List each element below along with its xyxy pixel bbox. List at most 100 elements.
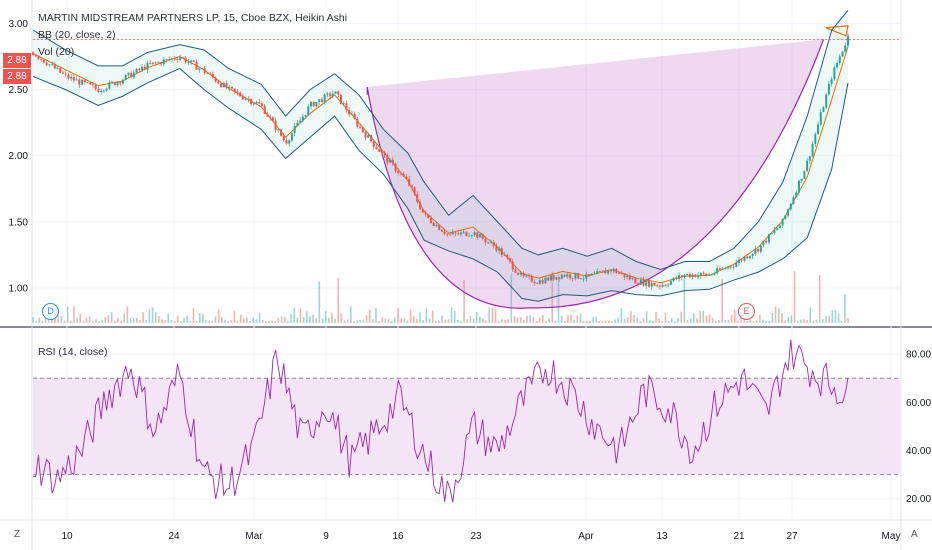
candle-body (440, 229, 443, 232)
candle-body (582, 278, 585, 280)
candle (113, 81, 116, 86)
volume-bar (589, 320, 591, 323)
candle (672, 277, 675, 283)
candle (135, 68, 138, 74)
volume-bar (359, 320, 362, 323)
candle-body (113, 81, 116, 85)
volume-bar (598, 320, 601, 323)
candle-body (732, 266, 735, 268)
candle (179, 54, 182, 62)
candle (397, 168, 400, 176)
volume-indicator-label[interactable]: Vol (20) (38, 46, 75, 58)
candle (225, 80, 228, 90)
volume-bar (274, 320, 277, 323)
volume-bar (230, 320, 233, 323)
candle-body (184, 57, 187, 63)
candle (195, 59, 198, 70)
candle-body (664, 284, 667, 286)
candle-body (438, 225, 441, 230)
candle-body (481, 234, 484, 239)
candle (70, 73, 73, 81)
candle-body (176, 59, 179, 61)
candle (571, 277, 574, 282)
volume-bar (759, 315, 761, 323)
earnings-badge[interactable]: E (738, 303, 755, 320)
volume-bar (236, 320, 239, 323)
candle (645, 278, 648, 289)
volume-bar (485, 320, 487, 323)
volume-bar (186, 315, 188, 323)
volume-bar (781, 313, 783, 323)
candle (296, 120, 299, 127)
candle (116, 81, 119, 87)
candle-body (672, 277, 675, 281)
volume-bar (608, 320, 610, 323)
rsi-indicator-label[interactable]: RSI (14, close) (38, 346, 108, 358)
volume-bar (529, 315, 531, 323)
auto-scale-button[interactable]: A (911, 529, 918, 540)
volume-bar (693, 313, 695, 323)
candle-body (236, 91, 239, 93)
candle (75, 76, 78, 81)
volume-bar (799, 319, 802, 323)
candle (230, 86, 233, 91)
candle-body (470, 235, 473, 236)
volume-bar (746, 320, 749, 323)
candle (32, 51, 34, 56)
candle-body (571, 278, 574, 279)
volume-bar (532, 317, 535, 323)
candle-body (707, 274, 710, 276)
candle (847, 33, 849, 49)
candle (277, 128, 280, 133)
candle (146, 60, 149, 73)
candle-body (151, 62, 154, 64)
candle (579, 277, 582, 280)
volume-bar (677, 318, 679, 323)
volume-bar (422, 320, 424, 323)
candle (102, 89, 105, 93)
candle-body (836, 63, 839, 68)
bb-indicator-label[interactable]: BB (20, close, 2) (38, 29, 116, 41)
timezone-button[interactable]: Z (14, 529, 21, 540)
rsi-tick-label: 60.00 (906, 398, 931, 409)
candle-body (211, 73, 214, 78)
candle-body (72, 76, 75, 81)
candle (522, 270, 525, 279)
candle (596, 268, 599, 274)
rsi-line (32, 339, 849, 503)
candle-body (746, 256, 749, 259)
candle-body (487, 242, 490, 244)
volume-bar (38, 317, 41, 323)
candle (443, 228, 446, 236)
candle (429, 215, 432, 224)
candle (691, 272, 694, 280)
candle (424, 210, 427, 217)
candle (361, 127, 364, 134)
candle (626, 273, 629, 280)
candle-body (833, 67, 836, 80)
candle (618, 272, 621, 274)
candle (800, 178, 803, 184)
candle-body (252, 103, 255, 105)
candle (844, 42, 847, 53)
volume-bar (66, 306, 69, 323)
candle-body (135, 68, 138, 73)
volume-bar (346, 319, 349, 323)
volume-bar (189, 320, 192, 323)
candle (658, 284, 661, 290)
candle (141, 64, 144, 73)
volume-bar (586, 320, 588, 323)
candle-body (547, 277, 550, 281)
candle-body (797, 180, 800, 193)
candle (836, 60, 839, 70)
candle-body (770, 232, 773, 235)
candle (89, 82, 92, 85)
dividend-badge[interactable]: D (42, 303, 59, 320)
candle (59, 67, 62, 74)
candle-body (288, 140, 291, 144)
candle-body (688, 273, 691, 278)
candle (541, 277, 544, 285)
chart-title[interactable]: MARTIN MIDSTREAM PARTNERS LP, 15, Cboe B… (38, 12, 348, 24)
volume-bar (504, 320, 506, 323)
volume-bar (438, 320, 440, 323)
